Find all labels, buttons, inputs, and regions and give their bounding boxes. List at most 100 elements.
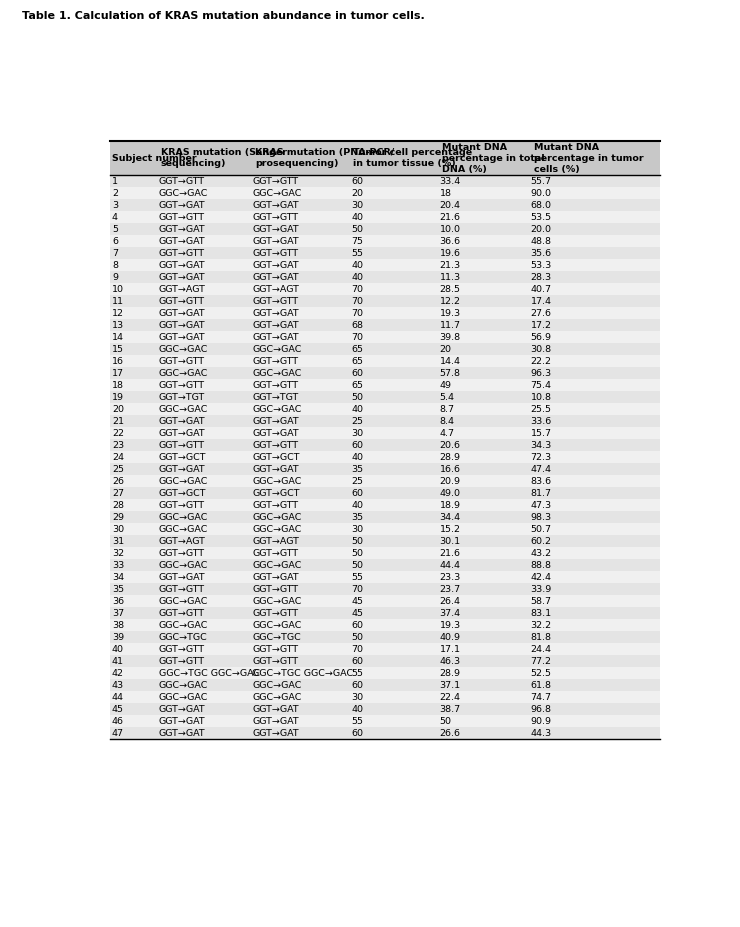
Text: 65: 65	[352, 357, 363, 366]
Text: 30: 30	[352, 525, 363, 534]
Text: GGC→GAC: GGC→GAC	[159, 513, 208, 522]
Text: 30: 30	[112, 525, 124, 534]
Text: 49: 49	[440, 381, 451, 390]
Text: 19.3: 19.3	[440, 621, 461, 629]
Text: GGT→GCT: GGT→GCT	[159, 489, 206, 498]
Bar	[110, 715, 660, 727]
Bar	[110, 427, 660, 439]
Text: 28.9: 28.9	[440, 668, 460, 678]
Bar	[110, 619, 660, 631]
Text: 24: 24	[112, 452, 124, 462]
Text: GGC→TGC: GGC→TGC	[159, 632, 207, 641]
Text: GGT→GAT: GGT→GAT	[159, 273, 206, 282]
Text: 53.3: 53.3	[531, 260, 552, 270]
Text: 34: 34	[112, 573, 124, 582]
Text: GGT→GAT: GGT→GAT	[252, 309, 299, 318]
Text: 70: 70	[352, 644, 363, 654]
Text: 40: 40	[352, 705, 363, 714]
Text: 5: 5	[112, 225, 118, 234]
Text: GGT→AGT: GGT→AGT	[252, 285, 299, 294]
Text: 60: 60	[352, 177, 363, 186]
Text: GGC→GAC: GGC→GAC	[159, 597, 208, 605]
Text: 43: 43	[112, 680, 124, 690]
Text: 33.4: 33.4	[440, 177, 461, 186]
Text: 11.3: 11.3	[440, 273, 461, 282]
Text: 2: 2	[112, 189, 118, 198]
Text: 22.4: 22.4	[440, 692, 460, 702]
Text: 36: 36	[112, 597, 124, 605]
Text: 75: 75	[352, 237, 363, 246]
Text: 19.6: 19.6	[440, 249, 460, 258]
Text: 31: 31	[112, 537, 124, 546]
Text: GGT→GAT: GGT→GAT	[159, 321, 206, 330]
Text: 21.6: 21.6	[440, 549, 460, 558]
Text: GGT→GTT: GGT→GTT	[252, 549, 298, 558]
Text: 65: 65	[352, 345, 363, 354]
Text: GGC→TGC GGC→GAC: GGC→TGC GGC→GAC	[252, 668, 354, 678]
Bar	[110, 667, 660, 679]
Text: GGT→GAT: GGT→GAT	[252, 573, 299, 582]
Text: 16: 16	[112, 357, 124, 366]
Bar	[110, 500, 660, 512]
Text: 50: 50	[352, 632, 363, 641]
Text: 53.5: 53.5	[531, 213, 551, 222]
Text: 70: 70	[352, 285, 363, 294]
Text: 70: 70	[352, 309, 363, 318]
Text: 55: 55	[352, 668, 363, 678]
Text: 17.4: 17.4	[531, 297, 551, 306]
Text: GGT→GTT: GGT→GTT	[159, 656, 205, 666]
Text: GGC→GAC: GGC→GAC	[252, 513, 302, 522]
Text: 65: 65	[352, 381, 363, 390]
Text: 45: 45	[112, 705, 124, 714]
Bar	[110, 248, 660, 260]
Text: GGC→GAC: GGC→GAC	[159, 405, 208, 413]
Text: GGT→GTT: GGT→GTT	[252, 249, 298, 258]
Text: GGT→GTT: GGT→GTT	[159, 441, 205, 450]
Text: 46.3: 46.3	[440, 656, 461, 666]
Text: GGT→GAT: GGT→GAT	[252, 464, 299, 474]
Text: 5.4: 5.4	[440, 393, 454, 401]
Text: GGT→GAT: GGT→GAT	[159, 225, 206, 234]
Text: Mutant DNA
percentage in tumor
cells (%): Mutant DNA percentage in tumor cells (%)	[534, 143, 644, 173]
Text: GGT→GAT: GGT→GAT	[252, 717, 299, 726]
Text: GGC→GAC: GGC→GAC	[252, 345, 302, 354]
Text: 32: 32	[112, 549, 124, 558]
Text: KRAS mutation (Sanger
sequencing): KRAS mutation (Sanger sequencing)	[161, 148, 287, 168]
Text: 40: 40	[352, 501, 363, 510]
Text: 18.9: 18.9	[440, 501, 460, 510]
Text: 60: 60	[352, 656, 363, 666]
Bar	[110, 571, 660, 583]
Text: GGT→GAT: GGT→GAT	[252, 225, 299, 234]
Text: 83.1: 83.1	[531, 609, 551, 617]
Text: GGT→TGT: GGT→TGT	[252, 393, 299, 401]
Text: GGC→GAC: GGC→GAC	[252, 476, 302, 486]
Text: GGC→GAC: GGC→GAC	[159, 369, 208, 378]
Text: 45: 45	[352, 609, 363, 617]
Text: 20.9: 20.9	[440, 476, 460, 486]
Text: 42: 42	[112, 668, 124, 678]
Text: GGT→TGT: GGT→TGT	[159, 393, 205, 401]
Bar	[110, 547, 660, 559]
Text: 74.7: 74.7	[531, 692, 551, 702]
Text: GGC→GAC: GGC→GAC	[252, 692, 302, 702]
Text: GGC→TGC GGC→GAC: GGC→TGC GGC→GAC	[159, 668, 260, 678]
Text: 96.3: 96.3	[531, 369, 551, 378]
Text: 10.0: 10.0	[440, 225, 460, 234]
Text: 24.4: 24.4	[531, 644, 551, 654]
Text: 47.4: 47.4	[531, 464, 551, 474]
Text: 30: 30	[352, 201, 363, 210]
Bar	[110, 284, 660, 296]
Text: 15.7: 15.7	[531, 429, 551, 438]
Text: 40: 40	[352, 213, 363, 222]
Text: 12.2: 12.2	[440, 297, 460, 306]
Text: 23.3: 23.3	[440, 573, 461, 582]
Text: 27.6: 27.6	[531, 309, 551, 318]
Text: 42.4: 42.4	[531, 573, 551, 582]
Text: 20.6: 20.6	[440, 441, 460, 450]
Bar	[110, 655, 660, 667]
Text: 40: 40	[352, 260, 363, 270]
Text: GGT→GAT: GGT→GAT	[159, 717, 206, 726]
Text: 17.1: 17.1	[440, 644, 460, 654]
Text: 20: 20	[352, 189, 363, 198]
Text: GGT→GTT: GGT→GTT	[159, 644, 205, 654]
